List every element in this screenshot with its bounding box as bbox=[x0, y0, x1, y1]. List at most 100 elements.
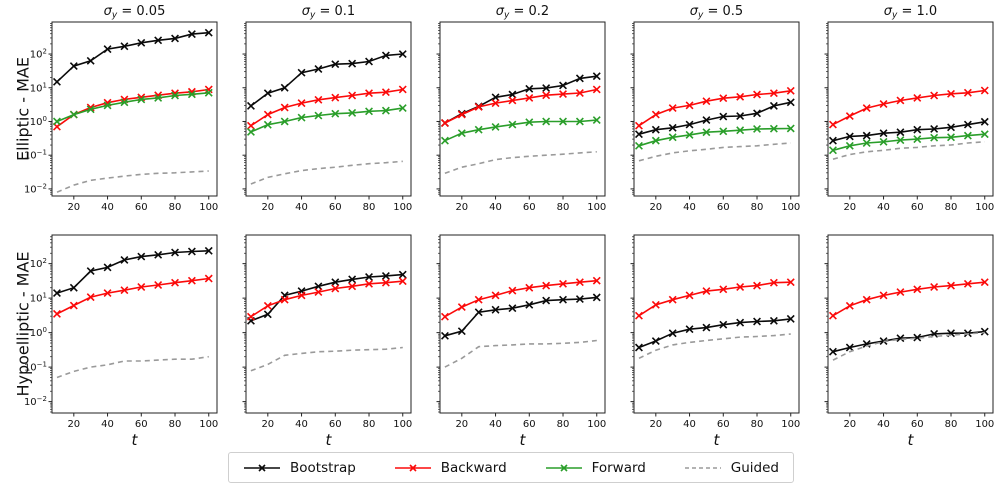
series-guided bbox=[832, 141, 985, 160]
subplot-0-0: 102 101 100 10−1 10−2 20 40 60 80 100 σy = 0.05 bbox=[24, 4, 218, 213]
x-marker bbox=[154, 93, 163, 102]
x-marker bbox=[457, 129, 466, 138]
x-marker bbox=[947, 133, 955, 142]
x-marker bbox=[668, 123, 677, 132]
x-marker bbox=[685, 291, 694, 300]
x-marker bbox=[668, 104, 677, 113]
subplot-0-4: 20 40 60 80 100 σy = 1.0 bbox=[824, 4, 994, 213]
x-marker bbox=[862, 131, 871, 140]
x-marker bbox=[896, 128, 905, 137]
x-marker bbox=[651, 300, 660, 309]
x-marker bbox=[331, 109, 340, 118]
x-axis-label: t bbox=[326, 431, 333, 449]
x-marker bbox=[719, 285, 728, 294]
series-bootstrap bbox=[440, 293, 601, 340]
series-forward bbox=[440, 116, 601, 145]
x-marker bbox=[297, 99, 306, 108]
x-marker bbox=[280, 103, 289, 112]
x-marker bbox=[719, 112, 728, 121]
x-marker bbox=[103, 263, 112, 272]
x-marker bbox=[440, 331, 449, 340]
series-bootstrap bbox=[246, 50, 407, 110]
x-marker bbox=[398, 277, 407, 286]
x-marker bbox=[719, 320, 728, 329]
x-marker bbox=[845, 301, 854, 310]
x-marker bbox=[651, 110, 660, 119]
x-tick-label: 40 bbox=[877, 202, 890, 213]
x-marker bbox=[913, 93, 922, 102]
x-marker bbox=[280, 117, 289, 126]
x-marker bbox=[314, 288, 323, 297]
subplot-0-3: 20 40 60 80 100 σy = 0.5 bbox=[630, 4, 800, 213]
x-marker bbox=[398, 50, 407, 59]
x-marker bbox=[204, 28, 213, 37]
x-marker bbox=[575, 89, 584, 97]
x-tick-label: 40 bbox=[683, 419, 696, 430]
x-marker bbox=[331, 278, 340, 287]
x-tick-label: 100 bbox=[587, 202, 606, 213]
series-bootstrap bbox=[634, 98, 795, 139]
x-marker bbox=[634, 311, 643, 320]
x-marker bbox=[862, 104, 871, 113]
x-marker bbox=[896, 136, 905, 145]
x-tick-label: 60 bbox=[523, 202, 536, 213]
x-marker bbox=[559, 295, 567, 304]
legend-item-bootstrap: Bootstrap bbox=[243, 460, 356, 476]
series-bootstrap bbox=[52, 28, 213, 86]
x-tick-label: 80 bbox=[557, 419, 570, 430]
x-marker bbox=[913, 135, 922, 144]
x-tick-label: 40 bbox=[489, 419, 502, 430]
x-marker bbox=[381, 88, 390, 97]
series-forward bbox=[52, 88, 213, 126]
x-marker bbox=[171, 91, 179, 100]
x-marker bbox=[769, 316, 778, 325]
x-marker bbox=[246, 101, 255, 110]
x-tick-label: 100 bbox=[975, 202, 994, 213]
x-marker bbox=[634, 121, 643, 130]
x-marker bbox=[930, 133, 939, 142]
x-marker bbox=[980, 278, 989, 287]
series-backward bbox=[828, 278, 989, 320]
x-marker bbox=[508, 96, 517, 105]
x-marker bbox=[120, 42, 129, 51]
x-marker bbox=[542, 296, 551, 305]
x-tick-label: 60 bbox=[911, 419, 924, 430]
x-marker bbox=[575, 74, 584, 83]
x-marker bbox=[947, 281, 955, 290]
x-marker bbox=[668, 329, 677, 338]
x-marker bbox=[398, 104, 407, 113]
legend-label: Bootstrap bbox=[290, 459, 356, 476]
series-backward bbox=[246, 277, 407, 321]
x-marker bbox=[736, 283, 745, 291]
x-marker bbox=[736, 92, 745, 101]
x-marker bbox=[171, 248, 179, 257]
x-marker bbox=[474, 102, 483, 111]
x-marker bbox=[862, 139, 871, 147]
series-backward bbox=[634, 86, 795, 130]
x-marker bbox=[52, 289, 61, 298]
subplot-title: σy = 0.1 bbox=[302, 4, 355, 21]
series-bootstrap bbox=[246, 270, 407, 325]
x-tick-label: 20 bbox=[649, 419, 662, 430]
y-tick-label: 10−1 bbox=[24, 361, 47, 374]
x-marker bbox=[204, 88, 213, 97]
legend-label: Guided bbox=[730, 459, 779, 476]
series-guided bbox=[638, 333, 791, 360]
x-marker bbox=[947, 89, 955, 98]
x-tick-label: 20 bbox=[67, 202, 80, 213]
x-tick-label: 80 bbox=[945, 202, 958, 213]
legend-item-guided: Guided bbox=[684, 460, 779, 476]
series-guided bbox=[638, 142, 791, 162]
y-tick-label: 10−2 bbox=[24, 182, 47, 195]
x-marker bbox=[702, 128, 711, 137]
x-marker bbox=[246, 312, 255, 321]
x-marker bbox=[719, 127, 728, 136]
x-tick-label: 20 bbox=[67, 419, 80, 430]
legend-sample-guided bbox=[684, 466, 721, 469]
x-marker bbox=[246, 127, 255, 136]
x-marker bbox=[381, 51, 390, 60]
x-tick-label: 60 bbox=[329, 202, 342, 213]
x-marker bbox=[769, 278, 778, 287]
x-marker bbox=[381, 271, 390, 280]
